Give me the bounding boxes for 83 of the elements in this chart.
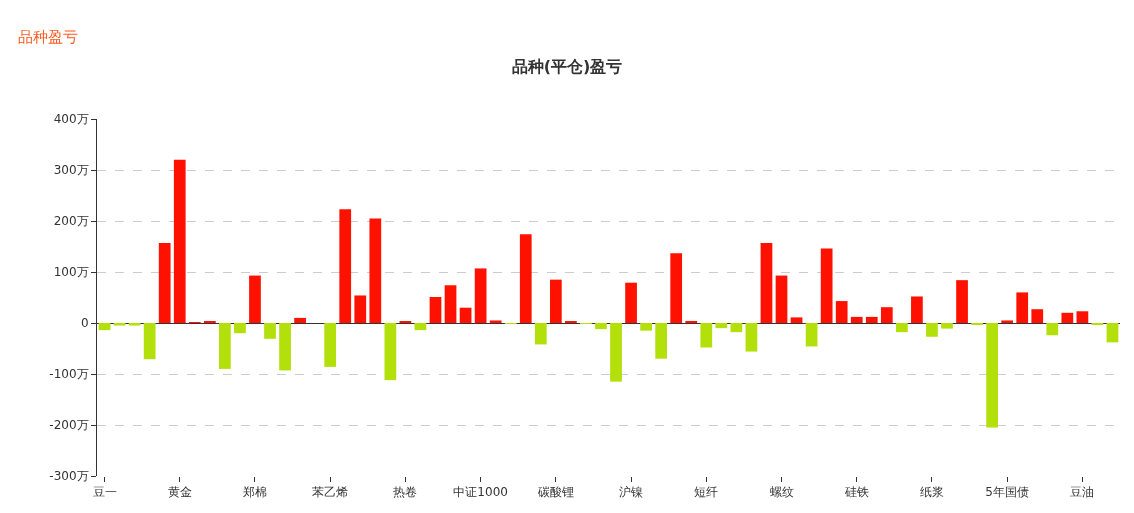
bar (474, 268, 487, 323)
bar (444, 285, 457, 323)
bar (1031, 309, 1044, 323)
bar (459, 307, 472, 323)
y-tick-label: 400万 (53, 112, 89, 127)
bar (700, 323, 713, 348)
bar (1001, 320, 1014, 323)
bar (279, 323, 291, 371)
bar (143, 323, 156, 360)
bar (219, 323, 231, 369)
bar (294, 317, 306, 323)
bar (670, 253, 683, 323)
x-tick-label: 郑棉 (242, 485, 267, 500)
bar (805, 323, 818, 347)
bar (429, 296, 442, 323)
y-tick-label: 200万 (53, 214, 89, 229)
x-tick-label: 黄金 (167, 485, 192, 500)
bar (354, 295, 367, 323)
bar (1076, 311, 1089, 323)
bar (911, 296, 923, 323)
bar (384, 323, 397, 381)
bar (1016, 292, 1029, 323)
y-tick-label: 0 (80, 316, 89, 331)
bar (745, 323, 758, 352)
bar (625, 282, 637, 323)
bar (519, 234, 532, 323)
bar (1106, 323, 1119, 343)
x-tick-label: 纸浆 (919, 485, 944, 500)
y-tick-label: -300万 (49, 469, 89, 484)
x-tick-label: 短纤 (694, 485, 719, 500)
bar (880, 307, 893, 323)
x-tick-label: 苯乙烯 (312, 485, 349, 500)
x-tick-label: 豆油 (1070, 485, 1095, 500)
bar (369, 218, 382, 323)
bar (956, 280, 968, 323)
bar (850, 316, 863, 323)
bar (324, 323, 337, 367)
bar (640, 323, 652, 331)
bar (865, 316, 878, 323)
bar (775, 275, 788, 323)
bar (234, 323, 246, 334)
x-tick-label: 热卷 (393, 485, 418, 500)
bar (549, 279, 562, 323)
x-tick-label: 中证1000 (453, 485, 508, 500)
bar (339, 209, 352, 323)
bar (926, 323, 938, 337)
x-tick-label: 5年国债 (985, 485, 1029, 500)
y-tick-label: -100万 (49, 367, 89, 382)
bar (685, 320, 698, 323)
bar (895, 323, 908, 333)
bar (1046, 323, 1059, 336)
bar (489, 320, 502, 323)
y-tick-label: 300万 (53, 163, 89, 178)
bar (534, 323, 547, 345)
bar (820, 248, 833, 323)
bar (1061, 312, 1074, 323)
bar (655, 323, 668, 359)
bar (610, 323, 622, 382)
bar (264, 323, 276, 339)
bar (760, 242, 773, 323)
x-tick-label: 硅铁 (843, 485, 869, 500)
bar (986, 323, 998, 428)
bar (249, 275, 261, 323)
x-tick-label: 螺纹 (769, 485, 794, 500)
x-tick-label: 豆一 (92, 485, 117, 500)
text: 品种盈亏 (18, 28, 78, 46)
bar (790, 317, 803, 323)
bar (128, 323, 141, 326)
bar (414, 323, 427, 331)
y-tick-label: -200万 (49, 418, 89, 433)
x-tick-label: 碳酸锂 (536, 485, 574, 500)
bar (595, 323, 607, 330)
bar (158, 242, 171, 323)
bar (113, 323, 126, 326)
bar (173, 159, 186, 323)
bar (835, 301, 848, 323)
chart-title: 品种(平仓)盈亏 (511, 57, 623, 77)
bar (98, 323, 111, 331)
bar (730, 323, 743, 333)
bar (715, 323, 728, 329)
y-tick-label: 100万 (53, 265, 89, 280)
bar (941, 323, 953, 329)
x-tick-label: 沪镍 (619, 485, 644, 500)
